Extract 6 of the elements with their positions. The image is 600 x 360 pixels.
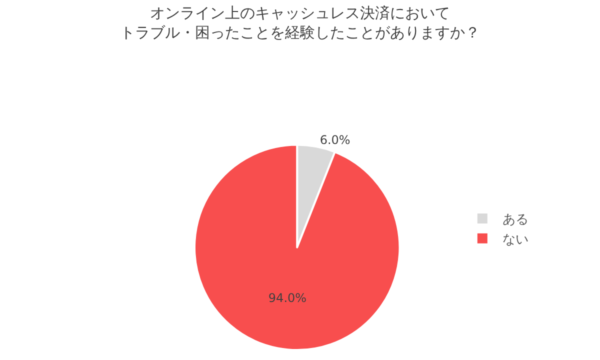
legend-label: ない: [502, 232, 528, 248]
chart-title: オンライン上のキャッシュレス決済において: [150, 4, 450, 22]
legend-label: ある: [502, 212, 528, 228]
chart-subtitle: トラブル・困ったことを経験したことがありますか？: [120, 24, 480, 42]
data-label: 6.0%: [320, 132, 350, 147]
data-label: 94.0%: [268, 290, 307, 305]
